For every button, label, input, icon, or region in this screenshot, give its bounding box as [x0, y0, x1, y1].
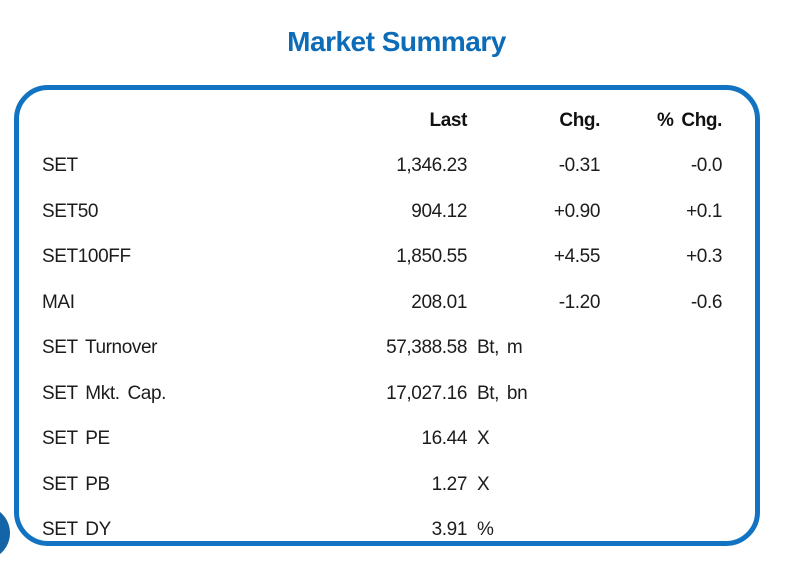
row-label: SET PB	[42, 473, 110, 495]
row-unit: X	[477, 428, 490, 450]
row-last-value: 3.91	[431, 519, 468, 541]
row-label: SET Mkt. Cap.	[42, 382, 166, 404]
row-unit: Bt, m	[477, 337, 523, 359]
row-unit: Bt, bn	[477, 382, 528, 404]
row-pct-chg-value: -0.6	[690, 291, 723, 313]
column-header-pct-chg: % Chg.	[657, 109, 722, 131]
row-last-value: 17,027.16	[386, 382, 467, 404]
row-chg-value: -0.31	[558, 155, 601, 177]
row-label: SET100FF	[42, 246, 131, 268]
table-row-set-pb: SET PB 1.27 X	[19, 462, 755, 508]
row-chg-value: +4.55	[553, 246, 600, 268]
row-last-value: 1.27	[431, 473, 468, 495]
row-label: MAI	[42, 291, 75, 313]
table-header-row: Last Chg. % Chg.	[19, 98, 755, 144]
row-label: SET	[42, 155, 78, 177]
column-header-chg: Chg.	[559, 109, 600, 131]
summary-table: Last Chg. % Chg. SET 1,346.23 -0.31 -0.0…	[19, 98, 755, 553]
row-last-value: 1,346.23	[396, 155, 467, 177]
row-unit: %	[477, 519, 494, 541]
row-pct-chg-value: +0.1	[686, 200, 722, 222]
table-row-set-pe: SET PE 16.44 X	[19, 417, 755, 463]
row-last-value: 16.44	[421, 428, 467, 450]
table-row-set50: SET50 904.12 +0.90 +0.1	[19, 189, 755, 235]
column-header-last: Last	[429, 109, 468, 131]
edge-circle-button[interactable]	[0, 506, 10, 560]
row-label: SET DY	[42, 519, 111, 541]
table-row-set-dy: SET DY 3.91 %	[19, 508, 755, 554]
table-row-set-mkt-cap: SET Mkt. Cap. 17,027.16 Bt, bn	[19, 371, 755, 417]
row-last-value: 57,388.58	[386, 337, 467, 359]
row-last-value: 208.01	[411, 291, 467, 313]
row-unit: X	[477, 473, 490, 495]
row-last-value: 904.12	[411, 200, 467, 222]
row-label: SET50	[42, 200, 99, 222]
row-last-value: 1,850.55	[396, 246, 467, 268]
row-chg-value: +0.90	[553, 200, 600, 222]
row-label: SET Turnover	[42, 337, 158, 359]
row-chg-value: -1.20	[558, 291, 601, 313]
page-title: Market Summary	[287, 26, 506, 57]
row-pct-chg-value: +0.3	[686, 246, 722, 268]
table-row-set-turnover: SET Turnover 57,388.58 Bt, m	[19, 326, 755, 372]
row-pct-chg-value: -0.0	[690, 155, 723, 177]
summary-card: Last Chg. % Chg. SET 1,346.23 -0.31 -0.0…	[14, 85, 760, 546]
table-row-set100ff: SET100FF 1,850.55 +4.55 +0.3	[19, 235, 755, 281]
table-row-set: SET 1,346.23 -0.31 -0.0	[19, 144, 755, 190]
row-label: SET PE	[42, 428, 110, 450]
table-row-mai: MAI 208.01 -1.20 -0.6	[19, 280, 755, 326]
